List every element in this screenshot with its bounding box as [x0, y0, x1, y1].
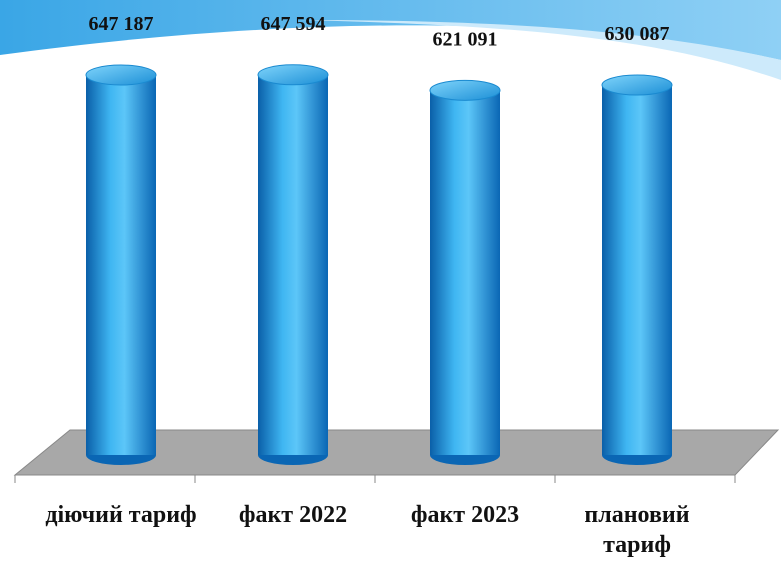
- bar-cap: [601, 74, 673, 96]
- bar: [86, 75, 156, 455]
- bar-cap: [85, 64, 157, 86]
- header-swoosh: [0, 0, 781, 60]
- value-label: 630 087: [605, 23, 670, 45]
- bar-cap: [257, 64, 329, 86]
- bar: [602, 85, 672, 455]
- x-tick-label: діючий тариф: [45, 502, 197, 528]
- x-tick-label: факт 2022: [238, 502, 348, 528]
- bar-cap: [429, 79, 501, 101]
- header-swoosh-light: [300, 20, 781, 80]
- x-tick-label: факт 2023: [410, 502, 520, 528]
- value-label: 621 091: [433, 28, 498, 50]
- bar: [258, 74, 328, 455]
- x-tick-label: плановий тариф: [584, 502, 690, 558]
- bar: [430, 90, 500, 455]
- value-label: 647 594: [261, 13, 326, 35]
- value-label: 647 187: [89, 13, 154, 35]
